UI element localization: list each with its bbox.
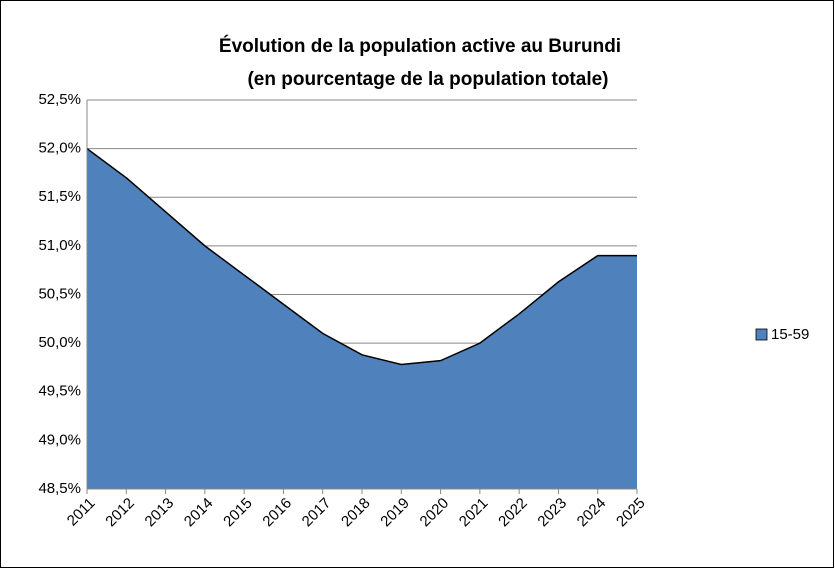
y-tick-label: 49,0% bbox=[38, 431, 81, 448]
y-tick-label: 48,5% bbox=[38, 480, 81, 497]
y-tick-label: 52,0% bbox=[38, 140, 81, 157]
chart-title: Évolution de la population active au Bur… bbox=[219, 35, 621, 57]
legend-swatch bbox=[755, 328, 768, 341]
legend-label: 15-59 bbox=[771, 326, 809, 343]
y-tick-label: 50,5% bbox=[38, 285, 81, 302]
y-tick-label: 51,5% bbox=[38, 188, 81, 205]
area bbox=[87, 148, 637, 489]
area-edge bbox=[86, 148, 637, 366]
chart-subtitle: (en pourcentage de la population totale) bbox=[247, 69, 608, 90]
y-tick-label: 50,0% bbox=[38, 334, 81, 351]
y-tick-label: 49,5% bbox=[38, 383, 81, 400]
y-tick-label: 52,5% bbox=[38, 91, 81, 108]
y-tick-label: 51,0% bbox=[38, 237, 81, 254]
